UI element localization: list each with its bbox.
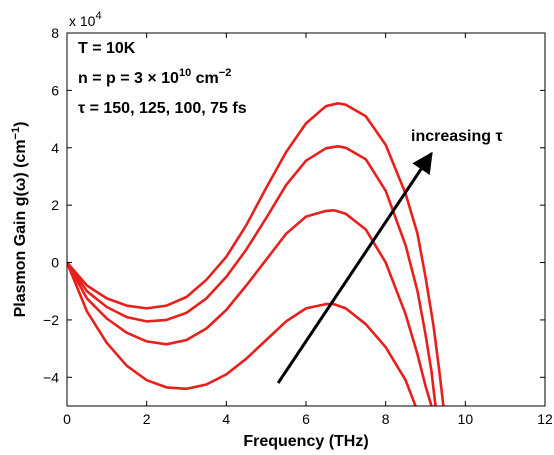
y-tick-label: 0 <box>51 255 59 271</box>
plot-area <box>67 33 545 406</box>
y-tick-label: −4 <box>43 369 59 385</box>
y-tick-label: 2 <box>51 197 59 213</box>
gain-curve-4 <box>67 262 417 406</box>
gain-curve-1 <box>67 102 445 406</box>
y-tick-label: −2 <box>43 312 59 328</box>
x-tick-label: 0 <box>63 411 71 427</box>
annotation-tau-values: τ = 150, 125, 100, 75 fs <box>78 100 247 117</box>
x-tick-label: 10 <box>458 411 474 427</box>
increasing-tau-arrow <box>276 151 433 384</box>
y-exponent-base: x 10 <box>69 13 96 29</box>
gain-curve-3 <box>67 209 433 406</box>
x-axis-label: Frequency (THz) <box>243 433 368 450</box>
x-tick-label: 12 <box>537 411 553 427</box>
y-axis-label-sup: −1 <box>10 127 22 140</box>
ticks-group: 0 2 4 6 8 10 12 −4 −2 0 2 4 6 8 <box>43 25 553 427</box>
y-axis-label-close: ) <box>12 122 29 127</box>
x-tick-label: 8 <box>382 411 390 427</box>
y-tick-label: 8 <box>51 25 59 41</box>
annotation-density: n = p = 3 × 1010 cm−2 <box>78 67 231 87</box>
series-group <box>67 102 445 406</box>
annotation-density-sup1: 10 <box>179 67 191 79</box>
annotation-temperature: T = 10K <box>78 40 136 57</box>
annotation-density-mid: cm <box>191 70 219 87</box>
x-tick-label: 2 <box>143 411 151 427</box>
arrow-label: increasing τ <box>411 128 503 145</box>
y-tick-label: 6 <box>51 82 59 98</box>
gain-curve-2 <box>67 145 437 406</box>
y-exponent-label: x 104 <box>69 10 102 29</box>
y-tick-label: 4 <box>51 140 59 156</box>
y-axis-label-main: Plasmon Gain g(ω) (cm <box>12 139 29 317</box>
x-tick-label: 4 <box>222 411 230 427</box>
x-tick-label: 6 <box>302 411 310 427</box>
y-axis-label: Plasmon Gain g(ω) (cm−1) <box>10 122 29 318</box>
y-exponent-power: 4 <box>95 10 101 22</box>
annotation-density-pre: n = p = 3 × 10 <box>78 70 179 87</box>
annotation-density-sup2: −2 <box>219 67 232 79</box>
